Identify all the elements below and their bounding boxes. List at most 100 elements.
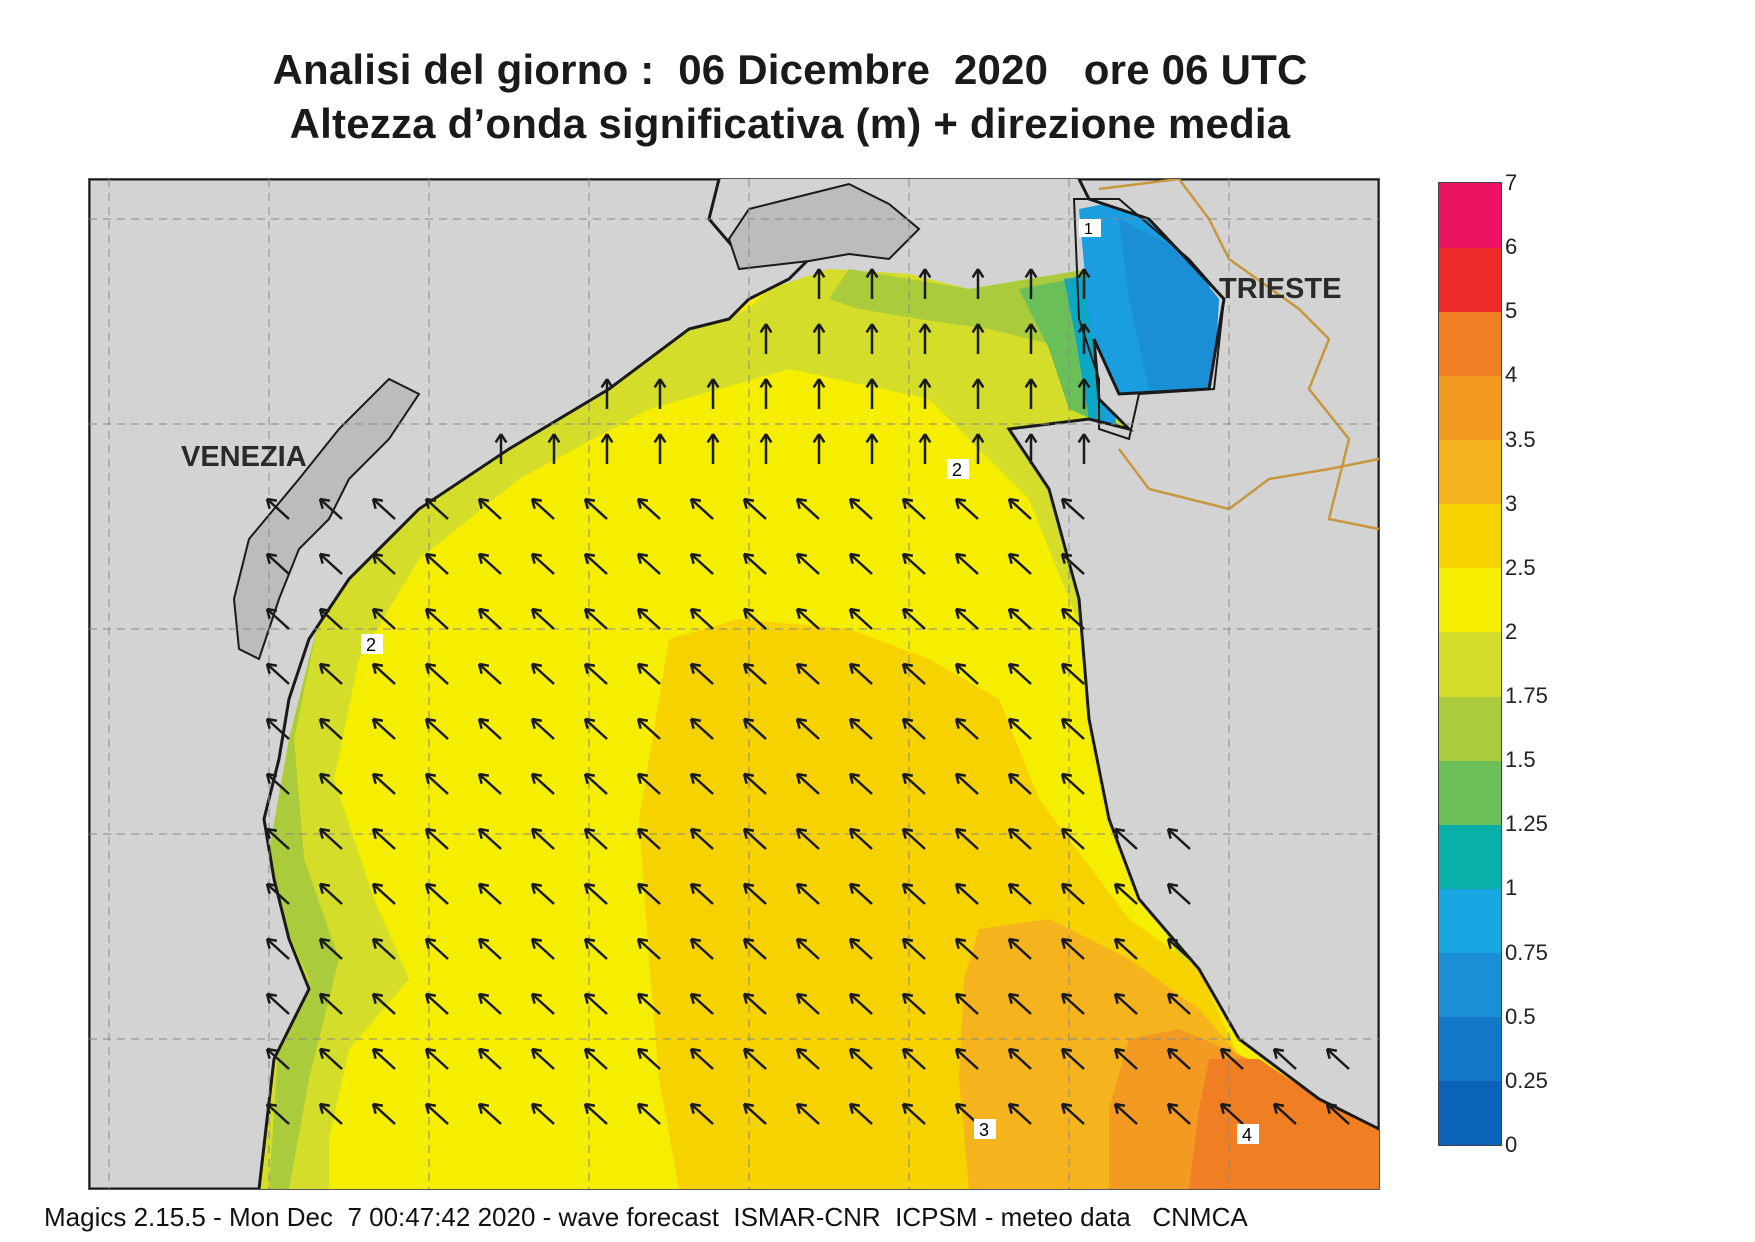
- wave-arrow: [1008, 883, 1032, 905]
- wave-arrow-head: [1077, 323, 1091, 334]
- wave-arrow-head: [477, 937, 490, 949]
- wave-arrow: [478, 828, 502, 850]
- wave-arrow: [1061, 828, 1085, 850]
- wave-arrow-head: [1219, 1102, 1232, 1114]
- wave-arrow-head: [424, 827, 437, 839]
- city-label-trieste: TRIESTE: [1219, 273, 1342, 305]
- legend-band: [1439, 183, 1501, 248]
- wave-arrow-head: [318, 937, 331, 949]
- wave-arrow-head: [318, 1102, 331, 1114]
- legend-tick-label: 0.25: [1505, 1067, 1548, 1093]
- wave-arrow: [266, 718, 290, 740]
- wave-arrow: [902, 553, 926, 575]
- wave-arrow: [531, 1103, 555, 1125]
- wave-arrow: [1008, 718, 1032, 740]
- wave-arrow-head: [812, 378, 826, 389]
- wave-arrow-head: [424, 497, 437, 509]
- map-subtitle: Altezza d’onda significativa (m) + direz…: [289, 100, 1291, 147]
- wave-arrow: [266, 553, 290, 575]
- wave-arrow: [955, 553, 979, 575]
- wave-arrow: [849, 1048, 873, 1070]
- wave-arrow-head: [742, 607, 755, 619]
- legend-tick-label: 0.5: [1505, 1003, 1536, 1029]
- wave-arrow: [1061, 498, 1085, 520]
- wave-arrow: [1008, 938, 1032, 960]
- wave-arrow: [1008, 498, 1032, 520]
- wave-arrow: [955, 828, 979, 850]
- wave-arrow: [584, 773, 608, 795]
- wave-arrow-head: [583, 1102, 596, 1114]
- wave-arrow: [690, 883, 714, 905]
- wave-arrow-head: [477, 772, 490, 784]
- wave-arrow: [1114, 938, 1138, 960]
- wave-arrow-head: [1166, 992, 1179, 1004]
- wave-arrow-head: [600, 433, 614, 444]
- legend-tick-label: 0: [1505, 1132, 1518, 1157]
- wave-arrow: [1167, 1103, 1191, 1125]
- wave-arrow: [743, 828, 767, 850]
- wave-arrow-head: [530, 1047, 543, 1059]
- legend-band: [1439, 824, 1501, 889]
- wave-arrow: [743, 883, 767, 905]
- wave-arrow-head: [1024, 378, 1038, 389]
- wave-arrow: [690, 553, 714, 575]
- wave-arrow-head: [1166, 1102, 1179, 1114]
- legend-tick-label: 1: [1505, 875, 1518, 901]
- wave-arrow-head: [795, 662, 808, 674]
- wave-arrow-head: [636, 992, 649, 1004]
- wave-arrow: [531, 938, 555, 960]
- wave-arrow-head: [477, 552, 490, 564]
- wave-arrow-head: [759, 433, 773, 444]
- wave-arrow: [1326, 1103, 1350, 1125]
- wave-arrow-head: [901, 882, 914, 894]
- wave-arrow-head: [812, 323, 826, 334]
- wave-arrow: [584, 883, 608, 905]
- wave-arrow-head: [971, 268, 985, 279]
- wave-arrow-head: [742, 1102, 755, 1114]
- legend-band: [1439, 631, 1501, 697]
- wave-arrow-head: [901, 717, 914, 729]
- contour-label-text: 4: [1242, 1125, 1252, 1145]
- wave-arrow: [425, 553, 449, 575]
- wave-arrow-head: [689, 1102, 702, 1114]
- wave-arrow: [1114, 993, 1138, 1015]
- wave-arrow: [425, 993, 449, 1015]
- contour-label-text: 2: [366, 635, 376, 655]
- wave-arrow: [902, 828, 926, 850]
- wave-arrow: [319, 608, 343, 630]
- wave-arrow-head: [636, 937, 649, 949]
- wave-arrow: [584, 1103, 608, 1125]
- graticule: [89, 179, 1379, 1189]
- land-east-istria: [1006, 179, 1379, 1131]
- wave-arrow-head: [1060, 1047, 1073, 1059]
- wave-arrow-head: [954, 717, 967, 729]
- wave-arrow: [478, 883, 502, 905]
- wave-arrow-head: [371, 772, 384, 784]
- wave-arrow-head: [795, 882, 808, 894]
- wave-arrow: [1008, 1103, 1032, 1125]
- wave-arrow-head: [954, 1102, 967, 1114]
- wave-arrow-head: [689, 1047, 702, 1059]
- wave-arrow: [849, 773, 873, 795]
- wave-arrow: [266, 1048, 290, 1070]
- wave-arrow-head: [848, 607, 861, 619]
- wave-arrow-head: [795, 497, 808, 509]
- legend-band: [1439, 247, 1501, 312]
- wave-arrow-head: [530, 662, 543, 674]
- wave-arrow-head: [865, 378, 879, 389]
- wave-arrow-head: [848, 717, 861, 729]
- wave-arrow-head: [1077, 378, 1091, 389]
- wave-arrow-head: [530, 1102, 543, 1114]
- wave-arrow: [1167, 993, 1191, 1015]
- contour-label: 1: [1079, 219, 1101, 238]
- wave-arrow: [372, 718, 396, 740]
- wave-arrow: [1114, 828, 1138, 850]
- wave-arrow: [531, 993, 555, 1015]
- legend-band: [1439, 375, 1501, 441]
- wave-arrow-head: [795, 552, 808, 564]
- wave-arrow-head: [689, 552, 702, 564]
- wave-arrow-head: [636, 662, 649, 674]
- wave-arrow: [425, 828, 449, 850]
- wave-arrow: [796, 1103, 820, 1125]
- wave-arrow-head: [494, 433, 508, 444]
